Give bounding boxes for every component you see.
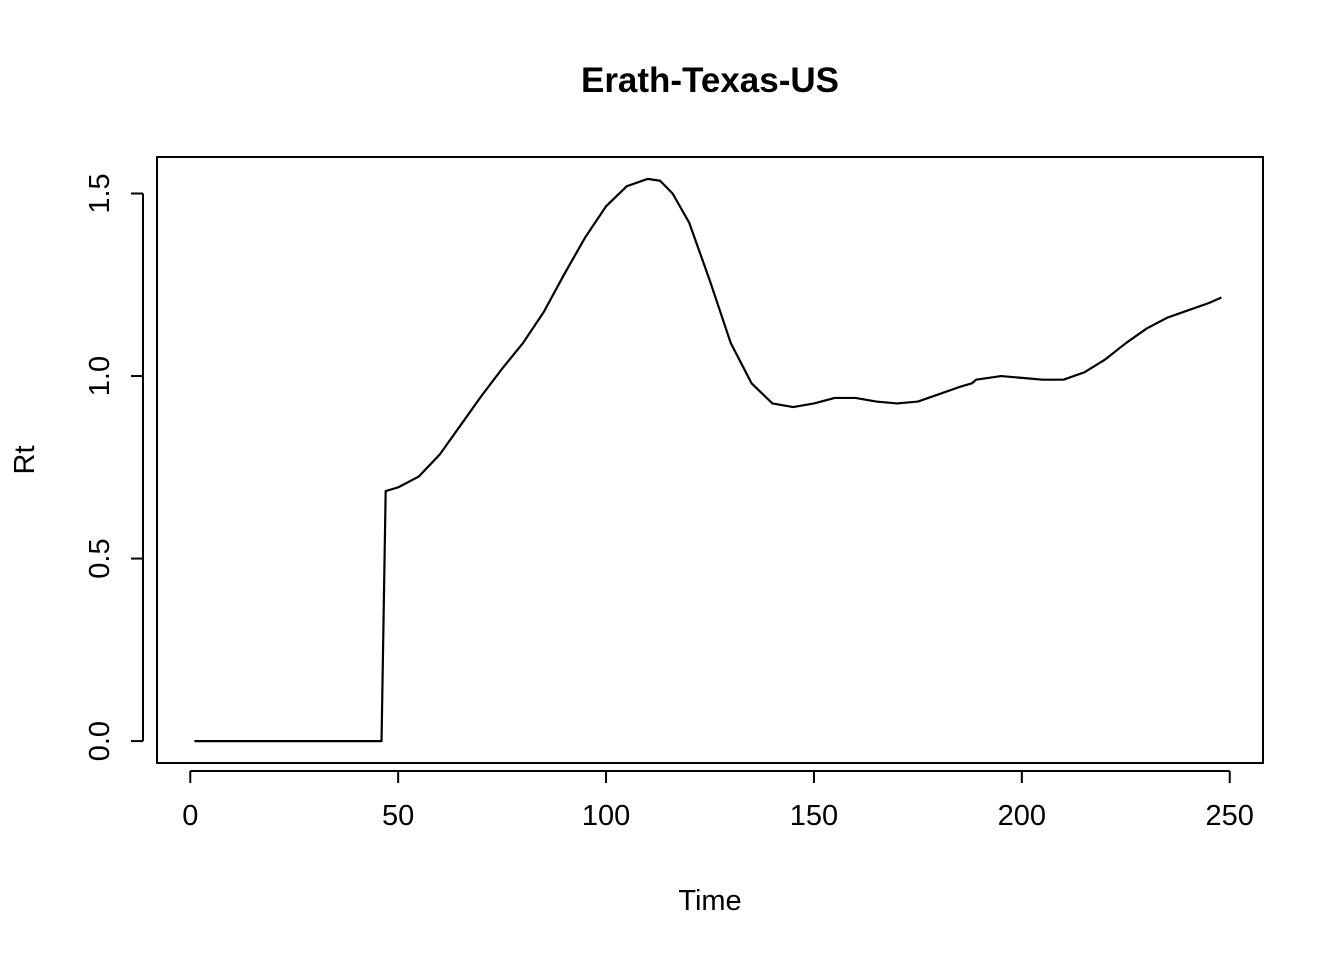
x-tick-label: 0 (182, 800, 198, 832)
x-tick-label: 200 (998, 800, 1046, 832)
x-axis: 0 50 100 150 200 250 (182, 770, 1254, 832)
x-tick-label: 250 (1206, 800, 1254, 832)
y-tick-label: 0.5 (84, 538, 116, 578)
chart-title: Erath-Texas-US (581, 61, 839, 100)
x-tick-label: 100 (582, 800, 630, 832)
x-axis-label: Time (678, 885, 741, 917)
y-axis-label: Rt (9, 446, 41, 475)
y-tick-label: 0.0 (84, 721, 116, 761)
x-tick-label: 150 (790, 800, 838, 832)
y-tick-label: 1.0 (84, 356, 116, 396)
y-axis: 0.0 0.5 1.0 1.5 (84, 173, 144, 761)
x-tick-label: 50 (382, 800, 414, 832)
series-layer (194, 177, 1222, 743)
series-line-1 (194, 177, 1222, 743)
y-tick-label: 1.5 (84, 173, 116, 213)
plot-frame (156, 156, 1264, 764)
